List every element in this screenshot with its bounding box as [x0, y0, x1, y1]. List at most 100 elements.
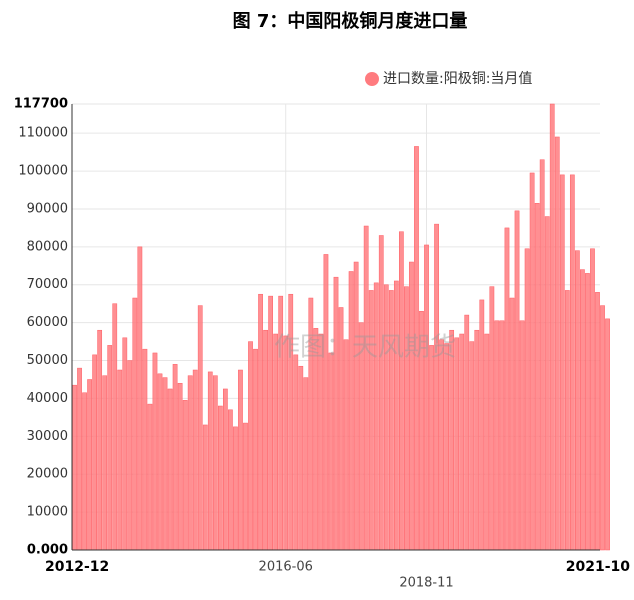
- bar: [333, 276, 339, 551]
- bar: [268, 295, 273, 551]
- bar: [383, 284, 389, 551]
- bar: [122, 337, 128, 551]
- bar: [187, 375, 193, 551]
- y-tick-label: 100000: [18, 164, 68, 179]
- y-tick-label: 60000: [27, 315, 68, 330]
- bar: [72, 384, 77, 551]
- y-tick-label: 40000: [27, 391, 68, 406]
- bar: [569, 174, 575, 551]
- bar: [484, 333, 490, 551]
- bar: [454, 337, 460, 551]
- bar: [519, 320, 525, 551]
- bar: [449, 329, 455, 551]
- bar: [509, 297, 515, 551]
- bar: [544, 216, 550, 551]
- bar: [444, 343, 449, 551]
- bar: [157, 373, 163, 551]
- bar: [348, 271, 354, 551]
- bar: [172, 364, 178, 551]
- bar: [363, 225, 369, 551]
- bar: [499, 320, 505, 551]
- bar: [303, 377, 309, 551]
- bar: [142, 348, 148, 551]
- bar: [343, 339, 349, 551]
- bar: [238, 369, 243, 551]
- bar: [439, 339, 444, 551]
- bar: [162, 377, 168, 551]
- bar: [585, 273, 590, 551]
- bar: [127, 360, 133, 551]
- bar: [207, 371, 213, 551]
- bar: [92, 354, 97, 551]
- bar: [152, 352, 158, 551]
- legend-swatch: [365, 72, 379, 86]
- bar: [258, 293, 263, 551]
- y-tick-label: 90000: [27, 201, 68, 216]
- bar: [559, 174, 565, 551]
- bar: [489, 286, 495, 551]
- bar: [263, 329, 268, 551]
- bar: [464, 314, 470, 551]
- bar: [469, 341, 475, 551]
- bar: [107, 345, 113, 551]
- x-tick-label: 2021-10: [566, 559, 631, 575]
- bar: [77, 367, 82, 551]
- bar: [147, 403, 153, 551]
- bar: [564, 290, 570, 551]
- bar: [590, 248, 595, 551]
- bar: [102, 375, 108, 551]
- bar: [167, 388, 173, 551]
- bar: [82, 392, 87, 551]
- y-tick-label: 80000: [27, 239, 68, 254]
- bar: [595, 292, 600, 551]
- chart-title: 图 7：中国阳极铜月度进口量: [233, 10, 468, 32]
- bar: [273, 333, 279, 551]
- bar: [459, 333, 465, 551]
- bar: [137, 246, 143, 551]
- bar: [514, 210, 520, 551]
- bar: [353, 261, 359, 551]
- x-tick-label: 2012-12: [45, 559, 109, 575]
- y-tick-label: 50000: [27, 353, 68, 368]
- bar: [539, 159, 545, 551]
- bar: [248, 341, 253, 551]
- bar: [549, 103, 555, 551]
- x-tick-label: 2018-11: [399, 576, 453, 591]
- bar: [424, 244, 429, 551]
- bar: [494, 320, 500, 551]
- y-tick-label: 30000: [27, 429, 68, 444]
- bar: [177, 383, 183, 551]
- bar: [117, 369, 123, 551]
- legend-label: 进口数量:阳极铜:当月值: [383, 71, 532, 87]
- bar: [373, 282, 379, 551]
- bar: [404, 286, 409, 551]
- bar: [293, 354, 299, 551]
- bar: [283, 335, 289, 551]
- y-tick-label: 20000: [27, 467, 68, 482]
- bar: [399, 231, 404, 551]
- x-tick-label: 2016-06: [259, 560, 313, 575]
- bar: [434, 223, 439, 551]
- bar: [575, 250, 580, 551]
- bar: [600, 305, 605, 551]
- bar: [87, 379, 92, 551]
- bar: [243, 422, 248, 551]
- bar: [217, 405, 223, 551]
- bar: [182, 400, 188, 551]
- bar: [192, 369, 198, 551]
- bar: [580, 269, 585, 551]
- bar: [223, 388, 228, 551]
- bar: [112, 303, 118, 551]
- bar: [393, 280, 399, 551]
- bar: [197, 305, 203, 551]
- bar: [228, 409, 233, 551]
- bar: [524, 248, 530, 551]
- bar: [534, 203, 540, 551]
- bar: [323, 254, 329, 551]
- bar: [504, 227, 510, 551]
- bar: [368, 290, 374, 551]
- bar: [554, 136, 560, 551]
- bar: [378, 235, 384, 551]
